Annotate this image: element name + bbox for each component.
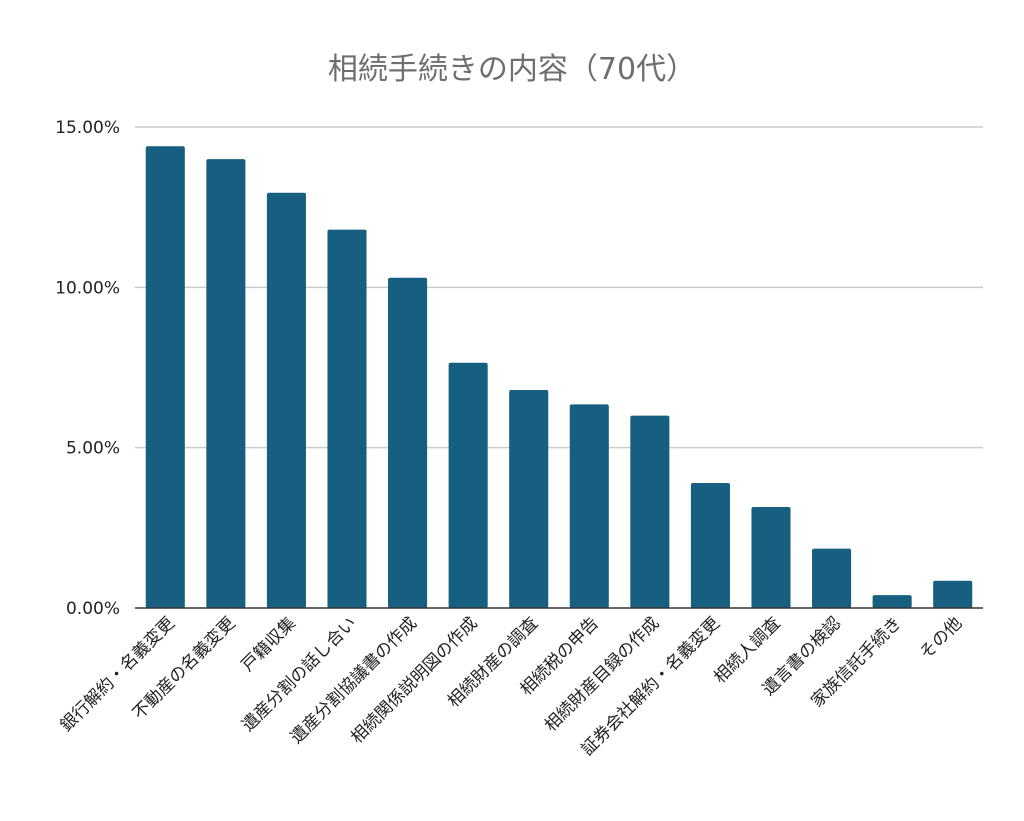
x-axis-category-labels: 銀行解約・名義変更不動産の名義変更戸籍収集遺産分割の話し合い遺産分割協議書の作成… — [56, 613, 966, 759]
bar — [327, 229, 367, 608]
bar — [509, 389, 549, 608]
x-category-label: 不動産の名義変更 — [129, 613, 239, 723]
y-tick-label: 0.00% — [66, 599, 120, 619]
y-axis-tick-labels: 0.00% 5.00% 10.00% 15.00% — [55, 118, 120, 619]
y-tick-label: 10.00% — [55, 278, 120, 298]
chart-title: 相続手続きの内容（70代） — [327, 52, 697, 87]
grid-lines — [135, 126, 983, 449]
y-tick-label: 15.00% — [55, 118, 120, 138]
bar — [812, 548, 852, 608]
bar — [751, 506, 791, 608]
bar — [872, 595, 912, 608]
bar — [266, 192, 306, 608]
bar — [145, 146, 185, 609]
bar — [448, 362, 488, 608]
bar — [388, 277, 428, 608]
bar — [630, 415, 670, 608]
bar — [690, 482, 730, 608]
bar — [206, 159, 246, 609]
x-category-label: 銀行解約・名義変更 — [56, 613, 178, 735]
bar — [569, 404, 609, 608]
x-category-label: 遺産分割の話し合い — [238, 613, 360, 735]
bar — [933, 580, 973, 608]
y-tick-label: 5.00% — [66, 439, 120, 459]
x-category-label: その他 — [916, 613, 966, 663]
x-category-label: 戸籍収集 — [238, 613, 300, 675]
bars — [145, 146, 973, 609]
x-category-label: 相続財産目録の作成 — [541, 613, 663, 735]
